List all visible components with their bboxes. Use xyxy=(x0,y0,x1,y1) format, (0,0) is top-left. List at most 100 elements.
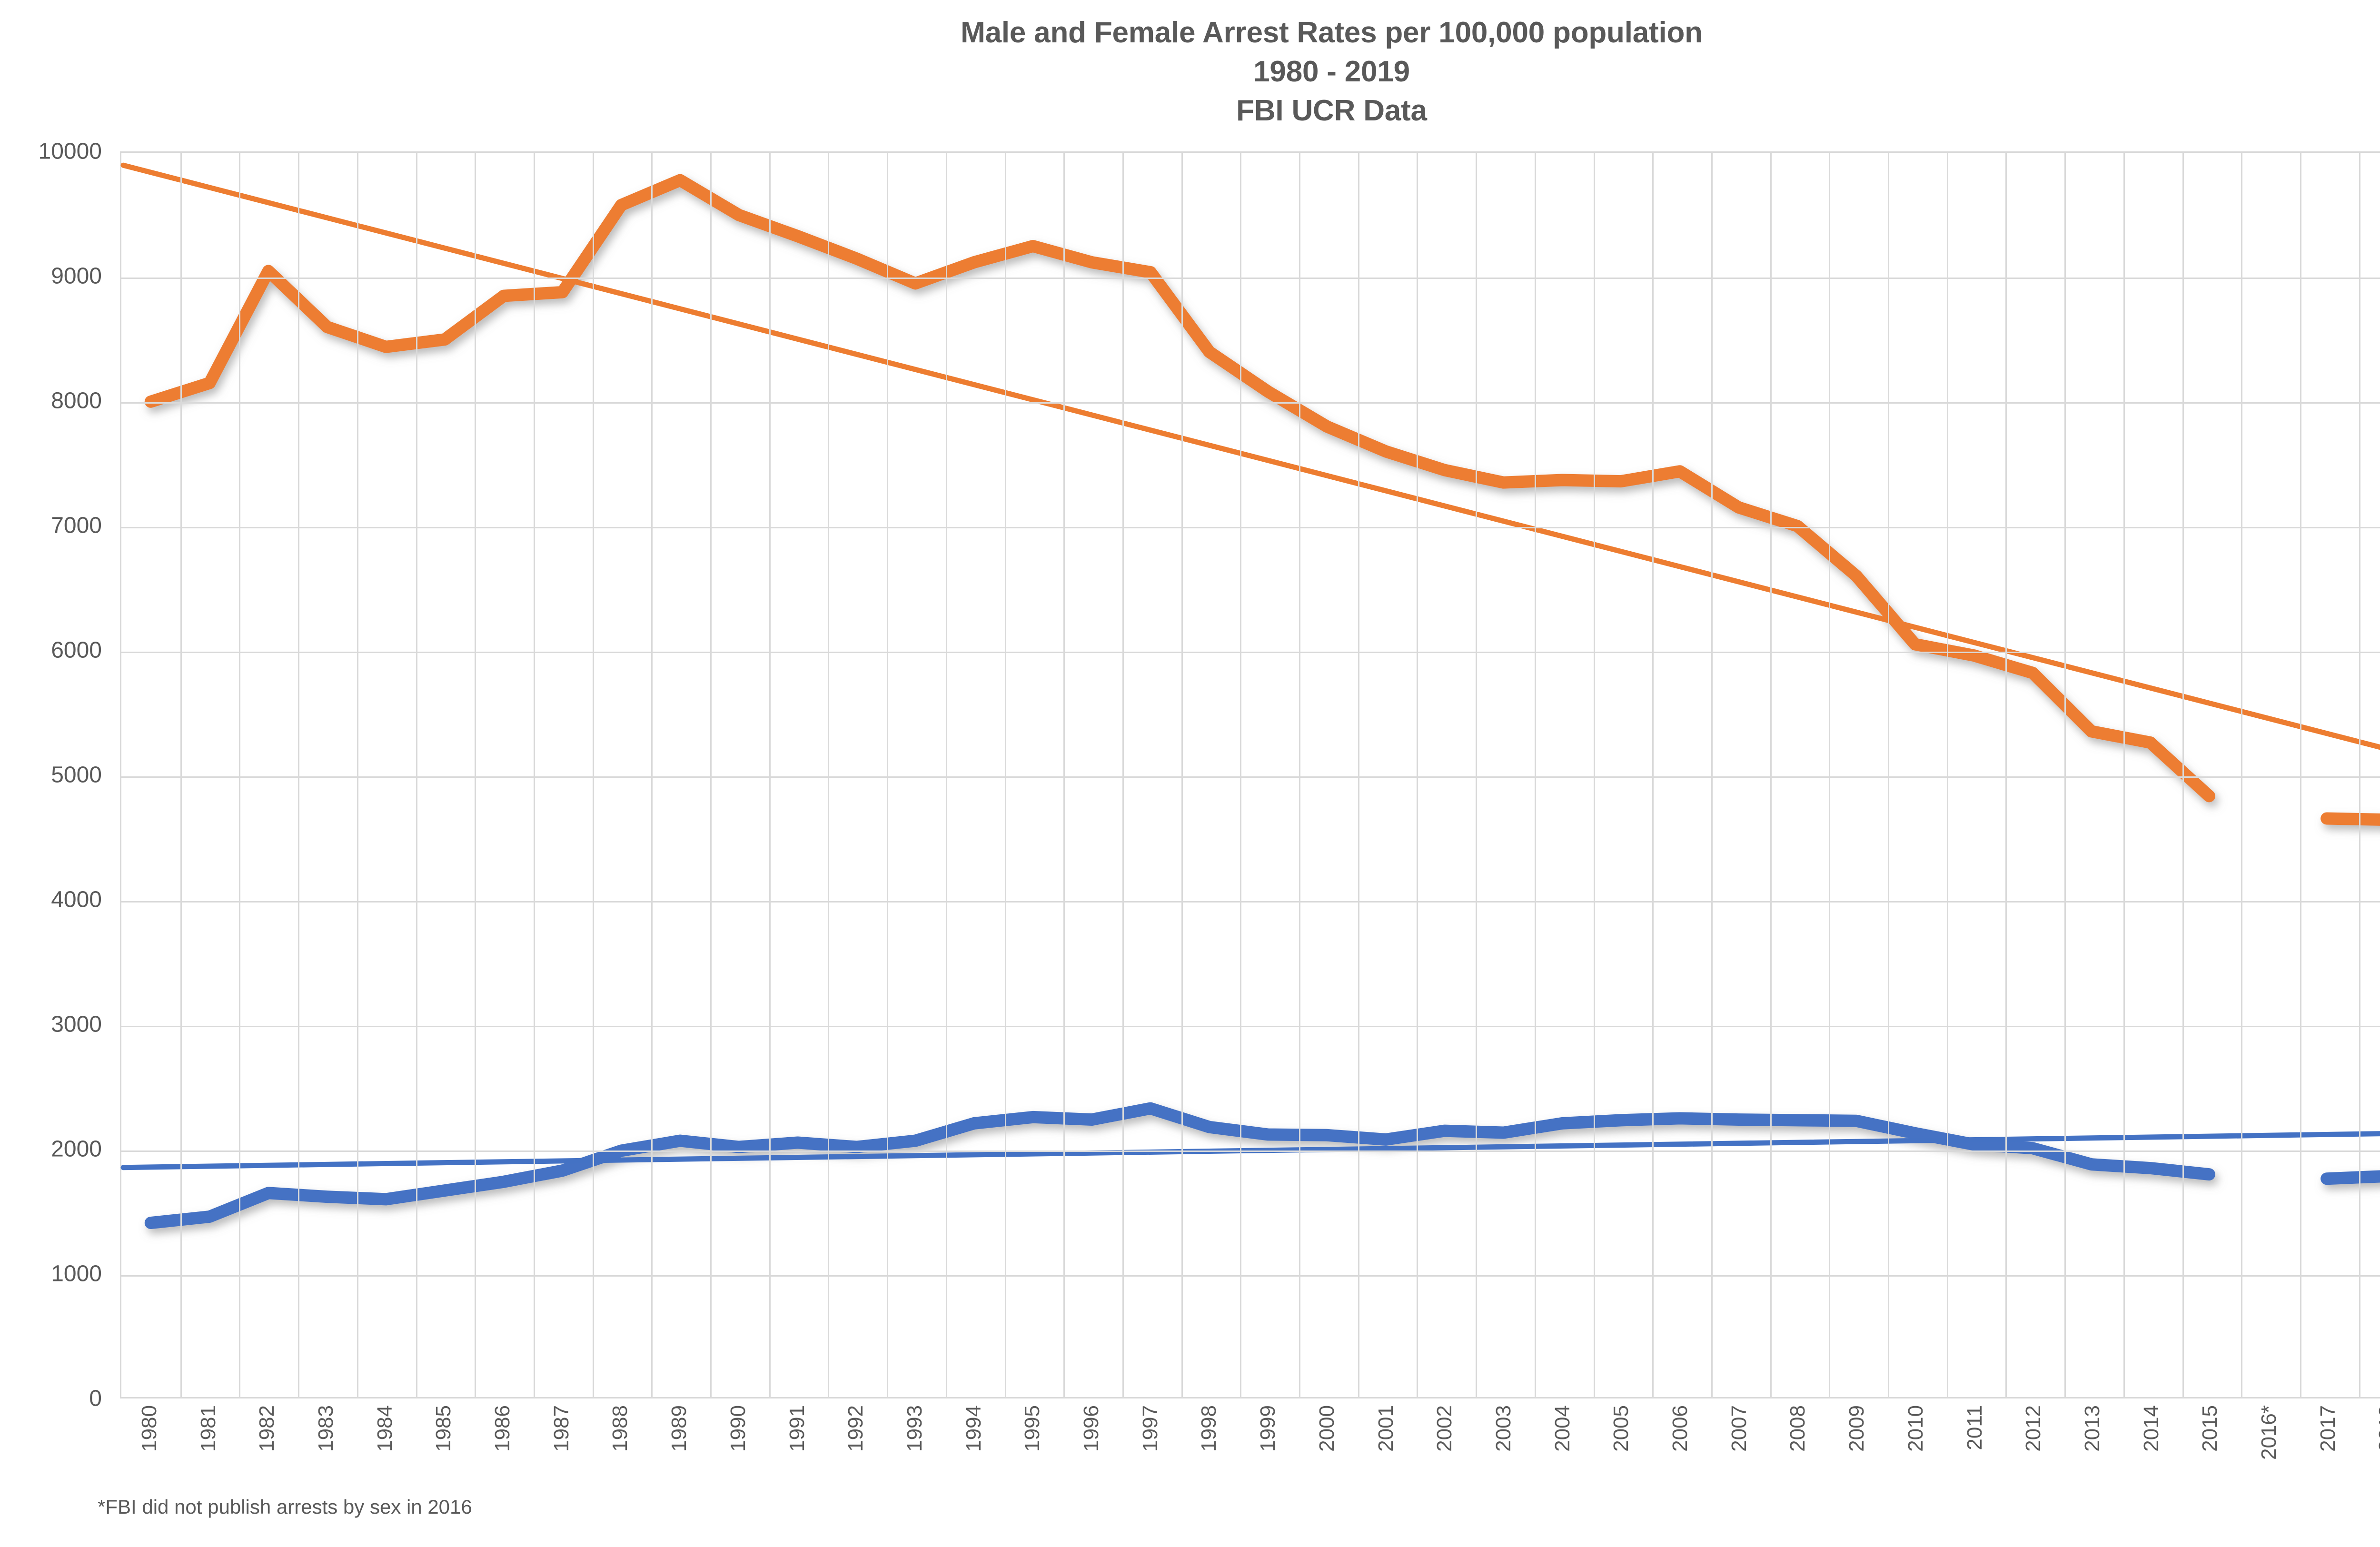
gridline-vertical xyxy=(1299,153,1300,1397)
plot-area xyxy=(120,151,2380,1398)
gridline-horizontal xyxy=(121,402,2380,404)
series-line-segment xyxy=(2320,812,2380,826)
gridline-vertical xyxy=(2005,153,2007,1397)
gridline-vertical xyxy=(1063,153,1065,1397)
y-axis-tick-label: 2000 xyxy=(51,1136,102,1162)
gridline-vertical xyxy=(1476,153,1478,1397)
gridline-vertical xyxy=(1181,153,1183,1397)
gridline-vertical xyxy=(1593,153,1595,1397)
chart-title-line-1: Male and Female Arrest Rates per 100,000… xyxy=(961,16,1703,49)
series-line-segment xyxy=(144,1102,2216,1230)
trendline xyxy=(120,1131,2380,1170)
chart-title-line-2: 1980 - 2019 xyxy=(1253,55,1410,88)
x-axis-tick-label-text: 1981 xyxy=(196,1405,220,1452)
y-axis-tick-label: 0 xyxy=(89,1386,102,1411)
x-axis-tick-label-text: 1986 xyxy=(491,1405,515,1452)
y-axis: 0 1000 2000 3000 4000 5000 6000 7000 8000 9000 100… xyxy=(0,0,120,1547)
gridline-vertical xyxy=(769,153,771,1397)
gridline-horizontal xyxy=(121,1150,2380,1152)
y-axis-tick-label: 3000 xyxy=(51,1012,102,1037)
gridline-vertical xyxy=(887,153,889,1397)
x-axis-tick-label-text: 2001 xyxy=(1374,1405,1398,1452)
gridline-vertical xyxy=(2064,153,2066,1397)
series-line-segment xyxy=(2320,1170,2380,1185)
gridline-vertical xyxy=(1711,153,1713,1397)
gridline-vertical xyxy=(180,153,182,1397)
gridline-vertical xyxy=(239,153,241,1397)
x-axis-tick-label-text: 2002 xyxy=(1433,1405,1457,1452)
gridline-horizontal xyxy=(121,1275,2380,1277)
gridline-vertical xyxy=(1652,153,1654,1397)
x-axis-tick-label-text: 2006 xyxy=(1668,1405,1692,1452)
gridline-horizontal xyxy=(121,278,2380,279)
x-axis-tick-label-text: 2012 xyxy=(2022,1405,2045,1452)
x-axis-tick-label-text: 1995 xyxy=(1021,1405,1044,1452)
x-axis-tick-label-text: 1990 xyxy=(726,1405,750,1452)
x-axis-tick-label-text: 2000 xyxy=(1315,1405,1339,1452)
x-axis-tick-label-text: 2018 xyxy=(2375,1405,2380,1452)
gridline-vertical xyxy=(2359,153,2360,1397)
gridline-vertical xyxy=(1770,153,1772,1397)
gridline-vertical xyxy=(945,153,947,1397)
gridline-vertical xyxy=(475,153,476,1397)
x-axis-tick-label-text: 2005 xyxy=(1609,1405,1633,1452)
footnote: *FBI did not publish arrests by sex in 2… xyxy=(98,1496,472,1518)
gridline-vertical xyxy=(533,153,535,1397)
gridline-vertical xyxy=(1004,153,1006,1397)
x-axis-tick-label-text: 1997 xyxy=(1138,1405,1162,1452)
x-axis-tick-label-text: 1985 xyxy=(432,1405,456,1452)
chart-title: Male and Female Arrest Rates per 100,000… xyxy=(0,13,2380,130)
gridline-horizontal xyxy=(121,776,2380,778)
gridline-vertical xyxy=(1888,153,1889,1397)
x-axis-tick-label-text: 2013 xyxy=(2080,1405,2104,1452)
gridline-horizontal xyxy=(121,901,2380,902)
gridline-vertical xyxy=(1946,153,1948,1397)
x-axis-tick-label-text: 2004 xyxy=(1550,1405,1574,1452)
gridline-vertical xyxy=(2241,153,2243,1397)
trendline xyxy=(120,162,2380,750)
x-axis-tick-label-text: 1994 xyxy=(962,1405,985,1452)
gridline-vertical xyxy=(298,153,300,1397)
gridline-vertical xyxy=(1534,153,1536,1397)
x-axis-tick-label-text: 1996 xyxy=(1080,1405,1103,1452)
x-axis-tick-label-text: 1989 xyxy=(667,1405,691,1452)
y-axis-tick-label: 4000 xyxy=(51,887,102,912)
y-axis-tick-label: 9000 xyxy=(51,263,102,289)
x-axis-tick-label-text: 2003 xyxy=(1491,1405,1515,1452)
series-layer xyxy=(120,162,2380,1230)
chart-title-line-3: FBI UCR Data xyxy=(1236,94,1427,127)
gridline-horizontal xyxy=(121,652,2380,653)
gridline-vertical xyxy=(828,153,830,1397)
gridline-vertical xyxy=(651,153,653,1397)
x-axis-tick-label-text: 1992 xyxy=(844,1405,868,1452)
gridline-vertical xyxy=(2123,153,2125,1397)
x-axis-tick-label-text: 1980 xyxy=(137,1405,161,1452)
x-axis-tick-label-text: 1998 xyxy=(1197,1405,1221,1452)
x-axis-tick-label-text: 2010 xyxy=(1904,1405,1927,1452)
gridline-vertical xyxy=(1358,153,1359,1397)
data-series-female xyxy=(144,1102,2380,1230)
gridline-vertical xyxy=(710,153,712,1397)
x-axis-tick-label-text: 2014 xyxy=(2139,1405,2163,1452)
y-axis-tick-label: 7000 xyxy=(51,513,102,538)
gridline-horizontal xyxy=(121,1026,2380,1027)
gridline-vertical xyxy=(592,153,594,1397)
y-axis-tick-label: 10000 xyxy=(38,139,102,164)
gridline-vertical xyxy=(357,153,358,1397)
x-axis-tick-label-text: 1993 xyxy=(902,1405,926,1452)
x-axis-tick-label-text: 2009 xyxy=(1845,1405,1869,1452)
x-axis-tick-label-text: 2008 xyxy=(1786,1405,1810,1452)
y-axis-tick-label: 8000 xyxy=(51,388,102,414)
gridline-vertical xyxy=(1122,153,1124,1397)
x-axis-tick-label-text: 2015 xyxy=(2198,1405,2222,1452)
gridline-vertical xyxy=(416,153,417,1397)
x-axis-tick-label-text: 1987 xyxy=(549,1405,573,1452)
x-axis-tick-label-text: 1983 xyxy=(314,1405,337,1452)
x-axis-tick-label-text: 1999 xyxy=(1256,1405,1280,1452)
data-series-male xyxy=(144,174,2380,826)
gridline-vertical xyxy=(1417,153,1418,1397)
x-axis-tick-label-text: 1984 xyxy=(373,1405,397,1452)
gridline-vertical xyxy=(1240,153,1242,1397)
x-axis-tick-label-text: 2007 xyxy=(1727,1405,1751,1452)
